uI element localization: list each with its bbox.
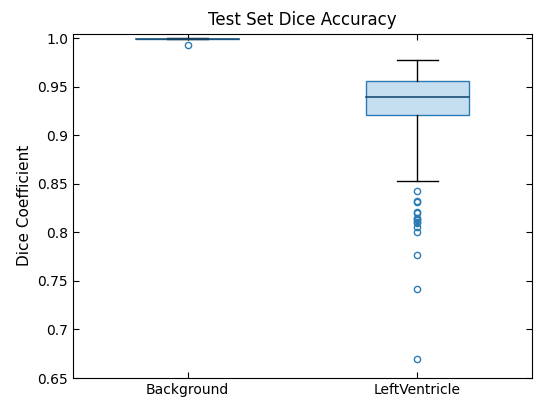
Title: Test Set Dice Accuracy: Test Set Dice Accuracy [208,11,396,29]
Bar [366,81,469,115]
Y-axis label: Dice Coefficient: Dice Coefficient [17,145,31,266]
